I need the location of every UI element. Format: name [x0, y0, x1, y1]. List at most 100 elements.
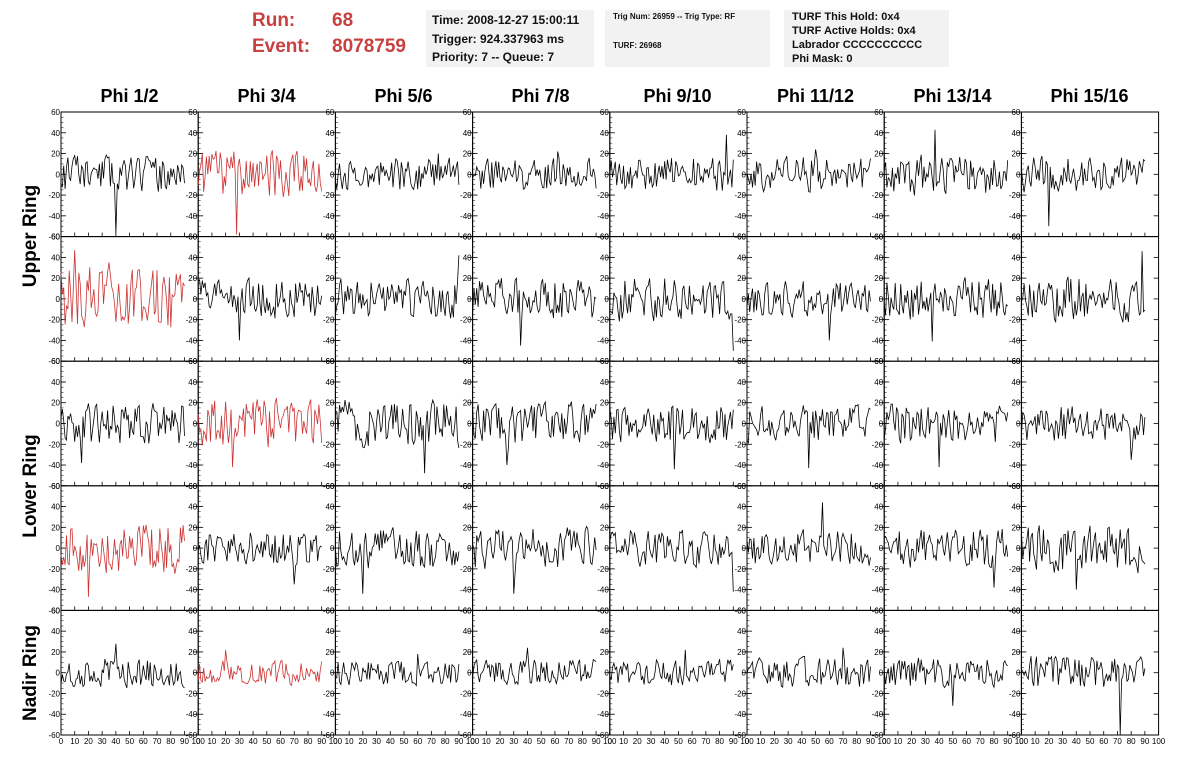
- panel-r4-c1-ytick-label: -20: [186, 689, 198, 698]
- panel-r0-c2-ytick-label: 40: [325, 129, 334, 138]
- panel-r1-c5-ytick-label: 60: [737, 233, 746, 242]
- panel-r3-c6-ytick-label: -40: [872, 586, 884, 595]
- panel-r3-c3-waveform: [472, 525, 597, 594]
- panel-r3-c0-ytick-label: 20: [51, 523, 60, 532]
- panel-r4-c6-ytick-label: 0: [879, 669, 884, 678]
- panel-r1-c0-ytick-label: -40: [48, 336, 60, 345]
- column-header-phi-1-2: Phi 1/2: [100, 86, 159, 106]
- panel-r1-c3-ytick-label: -60: [460, 357, 472, 366]
- panel-r2-c3-ytick-label: 60: [463, 357, 472, 366]
- panel-r3-c4-waveform: [609, 529, 734, 592]
- panel-r4-c0-xtick-label: 30: [98, 737, 107, 746]
- panel-r4-c3-frame: [472, 609, 611, 736]
- panel-r4-c4-xtick-label: 10: [619, 737, 628, 746]
- panel-r4-c6-xtick-label: 50: [948, 737, 957, 746]
- panel-r3-c0-ytick-label: 40: [51, 503, 60, 512]
- panel-r0-c7-waveform: [1021, 155, 1146, 227]
- panel-r1-c2-ytick-label: 40: [325, 253, 334, 262]
- panel-r4-c7-ytick-label: 40: [1011, 627, 1020, 636]
- panel-r4-c0-ytick-label: -40: [48, 710, 60, 719]
- panel-r4-c2-ytick-label: 40: [325, 627, 334, 636]
- panel-r4-c6-xtick-label: 60: [962, 737, 971, 746]
- panel-r4-c7-xtick-label: 20: [1044, 737, 1053, 746]
- panel-r4-c1-xtick-label: 0: [196, 737, 201, 746]
- panel-r4-c0-xtick-label: 50: [125, 737, 134, 746]
- panel-r1-c7-ytick-label: 60: [1011, 233, 1020, 242]
- panel-r4-c1-ytick-label: 20: [188, 648, 197, 657]
- panel-r2-c0-ytick-label: -40: [48, 461, 60, 470]
- panel-r4-c7-ytick-label: 0: [1016, 669, 1021, 678]
- panel-r1-c5-ytick-label: 0: [742, 295, 747, 304]
- panel-r4-c7-waveform: [1021, 655, 1146, 736]
- panel-r0-c1-ytick-label: -20: [186, 191, 198, 200]
- panel-r4-c3-xtick-label: 80: [578, 737, 587, 746]
- panel-r4-c3-ytick-label: -60: [460, 731, 472, 740]
- panel-r3-c2-ytick-label: 0: [330, 544, 335, 553]
- panel-r2-c0-ytick-label: -20: [48, 440, 60, 449]
- panel-r4-c2-ytick-label: 0: [330, 669, 335, 678]
- panel-r4-c0-xtick-label: 20: [84, 737, 93, 746]
- panel-r4-c4-xtick-label: 90: [729, 737, 738, 746]
- panel-r2-c0-ytick-label: 40: [51, 378, 60, 387]
- panel-r2-c6-ytick-label: -20: [872, 440, 884, 449]
- panel-r3-c3-ytick-label: 60: [463, 482, 472, 491]
- trig-num-text: Trig Num: 26959 -- Trig Type: RF: [613, 12, 736, 21]
- panel-r4-c5-xtick-label: 50: [811, 737, 820, 746]
- panel-r4-c5-ytick-label: -60: [734, 731, 746, 740]
- panel-r4-c6-ytick-label: 40: [874, 627, 883, 636]
- panel-r4-c6-ytick-label: 60: [874, 606, 883, 615]
- panel-r1-c4-waveform: [609, 278, 734, 351]
- panel-r0-c5-ytick-label: -60: [734, 233, 746, 242]
- panel-r0-c4-ytick-label: -60: [597, 233, 609, 242]
- panel-r2-c2-ytick-label: 0: [330, 420, 335, 429]
- panel-r2-c6-ytick-label: 40: [874, 378, 883, 387]
- panel-r2-c4-waveform: [609, 405, 734, 470]
- panel-r4-c5-ytick-label: -20: [734, 689, 746, 698]
- panel-r2-c7-ytick-label: 40: [1011, 378, 1020, 387]
- column-header-phi-13-14: Phi 13/14: [913, 86, 992, 106]
- panel-r2-c1-ytick-label: 0: [193, 420, 198, 429]
- panel-r4-c4-ytick-label: -40: [597, 710, 609, 719]
- panel-r0-c2-ytick-label: 20: [325, 150, 334, 159]
- panel-r2-c4-ytick-label: 20: [600, 399, 609, 408]
- panel-r3-c1-ytick-label: -60: [186, 606, 198, 615]
- panel-r4-c1-xtick-label: 70: [290, 737, 299, 746]
- panel-r1-c7-ytick-label: -20: [1009, 316, 1021, 325]
- panel-r0-c2-ytick-label: -40: [323, 212, 335, 221]
- panel-r3-c7-ytick-label: 20: [1011, 523, 1020, 532]
- panel-r3-c5-ytick-label: -20: [734, 565, 746, 574]
- panel-r2-c5-ytick-label: -60: [734, 482, 746, 491]
- panel-r0-c3-waveform: [472, 151, 597, 190]
- panel-r4-c6-ytick-label: -20: [872, 689, 884, 698]
- panel-r3-c7-frame: [1020, 485, 1160, 611]
- panel-r4-c1-xtick-label: 100: [329, 737, 343, 746]
- panel-r4-c7-xtick-label: 40: [1072, 737, 1081, 746]
- panel-r1-c1-ytick-label: -40: [186, 336, 198, 345]
- panel-r1-c1-ytick-label: 0: [193, 295, 198, 304]
- panel-r1-c1-ytick-label: 40: [188, 253, 197, 262]
- panel-r4-c4-waveform: [609, 649, 734, 686]
- panel-r4-c7-ytick-label: -20: [1009, 689, 1021, 698]
- column-header-phi-3-4: Phi 3/4: [237, 86, 296, 106]
- panel-r4-c5-xtick-label: 40: [797, 737, 806, 746]
- panel-r4-c6-frame: [883, 609, 1022, 736]
- panel-r4-c7-xtick-label: 80: [1127, 737, 1136, 746]
- panel-r4-c0-ytick-label: -20: [48, 689, 60, 698]
- panel-r4-c6-waveform: [883, 657, 1008, 706]
- panel-r3-c7-ytick-label: -40: [1009, 586, 1021, 595]
- panel-r3-c5-ytick-label: -40: [734, 586, 746, 595]
- panel-r2-c4-ytick-label: -20: [597, 440, 609, 449]
- panel-r3-c7-ytick-label: -60: [1009, 606, 1021, 615]
- panel-r1-c3-frame: [472, 236, 611, 362]
- panel-r4-c0-xtick-label: 10: [70, 737, 79, 746]
- panel-r3-c3-ytick-label: 40: [463, 503, 472, 512]
- panel-r1-c7-ytick-label: -40: [1009, 336, 1021, 345]
- panel-r4-c7-ytick-label: -60: [1009, 731, 1021, 740]
- panel-r1-c2-ytick-label: 60: [325, 233, 334, 242]
- labrador-text: Labrador CCCCCCCCCC: [792, 39, 923, 51]
- panel-r4-c5-xtick-label: 100: [878, 737, 892, 746]
- panel-r4-c2-ytick-label: -20: [323, 689, 335, 698]
- panel-r3-c3-ytick-label: -60: [460, 606, 472, 615]
- panel-r4-c6-xtick-label: 40: [935, 737, 944, 746]
- panel-r3-c3-ytick-label: -40: [460, 586, 472, 595]
